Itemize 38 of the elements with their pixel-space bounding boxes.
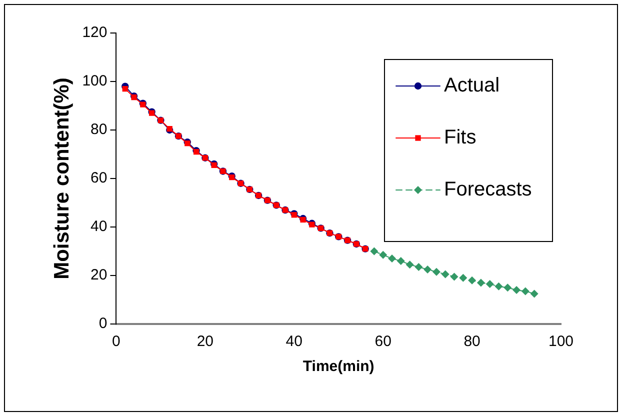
- legend-label: Fits: [444, 126, 476, 149]
- x-tick-label: 0: [112, 333, 120, 350]
- point: [504, 284, 512, 292]
- x-tick-label: 20: [196, 333, 214, 350]
- point: [122, 86, 128, 92]
- point: [406, 260, 414, 269]
- point: [530, 290, 538, 298]
- point: [450, 272, 458, 281]
- point: [468, 276, 476, 284]
- legend-label: Forecasts: [444, 178, 532, 201]
- point: [476, 278, 485, 287]
- legend-label: Actual: [444, 74, 500, 97]
- x-tick-label: 60: [374, 333, 392, 350]
- y-tick-label: 100: [82, 72, 108, 90]
- point: [432, 268, 440, 276]
- point: [521, 287, 530, 296]
- y-tick-label: 120: [82, 24, 108, 42]
- point: [486, 280, 494, 288]
- point: [379, 250, 388, 259]
- point: [396, 256, 405, 265]
- point: [370, 247, 378, 256]
- y-tick-label: 80: [90, 121, 108, 138]
- point: [424, 265, 432, 274]
- y-tick-label: 60: [90, 170, 108, 187]
- point: [459, 274, 468, 282]
- point: [441, 270, 450, 278]
- point: [494, 282, 503, 290]
- y-tick-label: 20: [90, 266, 108, 284]
- y-tick-label: 40: [90, 218, 108, 236]
- y-axis-title: Moisture content(%): [50, 78, 74, 280]
- point: [414, 263, 423, 272]
- y-tick-label: 0: [98, 315, 108, 332]
- x-tick-label: 100: [548, 333, 574, 350]
- x-axis-title: Time(min): [302, 358, 374, 376]
- x-tick-label: 40: [286, 333, 302, 350]
- point: [512, 286, 521, 294]
- point: [388, 254, 396, 263]
- x-tick-label: 80: [464, 333, 480, 350]
